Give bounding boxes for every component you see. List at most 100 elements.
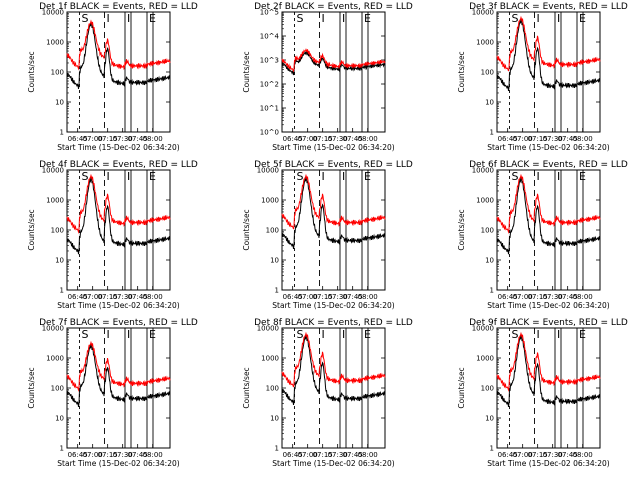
interval-label: I xyxy=(557,12,560,25)
lld-curve xyxy=(66,173,171,234)
interval-label: E xyxy=(364,328,371,341)
lld-curve xyxy=(496,331,601,392)
x-tick-label: 07:45 xyxy=(558,135,578,143)
x-tick-label: 07:15 xyxy=(98,451,118,459)
interval-label: S xyxy=(512,170,519,183)
x-tick-label: 06:45 xyxy=(498,293,518,301)
panel-title: Det 6f BLACK = Events, RED = LLD xyxy=(469,160,628,170)
x-tick-label: 06:45 xyxy=(498,451,518,459)
x-tick-label: 08:00 xyxy=(143,293,163,301)
events-curve xyxy=(496,334,601,407)
interval-label: I xyxy=(322,170,325,183)
x-tick-label: 07:00 xyxy=(513,451,533,459)
y-tick-label: 10^3 xyxy=(260,57,279,65)
events-curve xyxy=(281,176,386,249)
panel-det-5: Det 5f BLACK = Events, RED = LLD 1 10 100 10… xyxy=(242,160,413,310)
y-tick-label: 1 xyxy=(490,445,494,453)
x-tick-label: 08:00 xyxy=(143,451,163,459)
x-tick-label: 07:45 xyxy=(343,293,363,301)
lld-curve xyxy=(281,48,386,73)
lld-curve xyxy=(281,173,386,230)
interval-label: E xyxy=(149,170,156,183)
x-tick-label: 06:45 xyxy=(283,293,303,301)
interval-label: I xyxy=(557,328,560,341)
y-tick-label: 100 xyxy=(481,385,494,393)
y-tick-label: 10 xyxy=(270,415,279,423)
plot-frame xyxy=(66,327,171,449)
panel-title: Det 8f BLACK = Events, RED = LLD xyxy=(254,318,413,328)
y-axis-label: Counts/sec xyxy=(27,51,36,92)
events-curve xyxy=(66,343,171,407)
y-axis-label: Counts/sec xyxy=(242,367,251,408)
panel-title: Det 5f BLACK = Events, RED = LLD xyxy=(254,160,413,170)
y-tick-label: 1 xyxy=(275,287,279,295)
lld-curve xyxy=(496,173,601,234)
x-tick-label: 07:15 xyxy=(528,293,548,301)
x-tick-label: 07:30 xyxy=(328,451,348,459)
x-axis-label: Start Time (15-Dec-02 06:34:20) xyxy=(272,301,394,310)
x-tick-label: 06:45 xyxy=(498,135,518,143)
panel-title: Det 2f BLACK = Events, RED = LLD xyxy=(254,2,413,12)
x-tick-label: 07:00 xyxy=(298,451,318,459)
x-tick-label: 07:45 xyxy=(558,451,578,459)
x-axis-label: Start Time (15-Dec-02 06:34:20) xyxy=(487,143,609,152)
y-tick-label: 1000 xyxy=(261,355,279,363)
x-tick-label: 07:00 xyxy=(513,135,533,143)
interval-label: I xyxy=(127,170,130,183)
x-tick-label: 07:15 xyxy=(313,293,333,301)
x-tick-label: 06:45 xyxy=(68,293,88,301)
plot-frame xyxy=(66,11,171,133)
y-axis-label: Counts/sec xyxy=(27,367,36,408)
interval-label: S xyxy=(82,328,89,341)
y-tick-label: 1000 xyxy=(46,355,64,363)
panel-det-7: Det 7f BLACK = Events, RED = LLD 1 10 100 10… xyxy=(27,318,198,468)
interval-label: E xyxy=(579,328,586,341)
x-tick-label: 08:00 xyxy=(143,135,163,143)
y-tick-label: 10 xyxy=(485,415,494,423)
x-axis-label: Start Time (15-Dec-02 06:34:20) xyxy=(57,143,179,152)
lld-curve xyxy=(66,19,171,71)
interval-label: I xyxy=(537,328,540,341)
x-tick-label: 07:30 xyxy=(328,293,348,301)
x-tick-label: 07:45 xyxy=(343,135,363,143)
y-axis-label: Counts/sec xyxy=(27,209,36,250)
y-tick-label: 10000 xyxy=(472,325,494,333)
panel-title: Det 9f BLACK = Events, RED = LLD xyxy=(469,318,628,328)
lld-curve xyxy=(66,340,171,392)
interval-label: I xyxy=(322,12,325,25)
x-tick-label: 07:00 xyxy=(513,293,533,301)
interval-label: E xyxy=(364,12,371,25)
interval-label: S xyxy=(297,170,304,183)
panel-det-2: Det 2f BLACK = Events, RED = LLD 10^0 10^1… xyxy=(242,2,413,152)
y-tick-label: 1000 xyxy=(476,197,494,205)
events-curve xyxy=(66,176,171,255)
x-tick-label: 07:30 xyxy=(113,135,133,143)
interval-label: I xyxy=(342,170,345,183)
lld-curve xyxy=(496,15,601,72)
interval-label: I xyxy=(342,328,345,341)
y-tick-label: 10 xyxy=(55,99,64,107)
y-tick-label: 10000 xyxy=(257,325,279,333)
x-tick-label: 08:00 xyxy=(358,451,378,459)
interval-label: I xyxy=(127,12,130,25)
x-tick-label: 07:45 xyxy=(558,293,578,301)
y-tick-label: 1 xyxy=(490,287,494,295)
interval-label: I xyxy=(537,170,540,183)
x-tick-label: 07:15 xyxy=(528,135,548,143)
y-tick-label: 100 xyxy=(266,385,279,393)
y-tick-label: 10^4 xyxy=(260,33,280,41)
interval-label: S xyxy=(82,170,89,183)
y-tick-label: 10000 xyxy=(472,167,494,175)
events-curve xyxy=(496,18,601,91)
y-tick-label: 10^0 xyxy=(260,129,279,137)
y-tick-label: 1 xyxy=(60,445,64,453)
plot-frame xyxy=(496,11,601,133)
x-tick-label: 07:45 xyxy=(343,451,363,459)
y-tick-label: 10^1 xyxy=(260,105,279,113)
x-tick-label: 06:45 xyxy=(68,135,88,143)
x-tick-label: 07:15 xyxy=(528,451,548,459)
y-tick-label: 100 xyxy=(51,227,64,235)
y-tick-label: 10000 xyxy=(42,167,64,175)
y-tick-label: 10^2 xyxy=(260,81,279,89)
y-tick-label: 1000 xyxy=(476,355,494,363)
